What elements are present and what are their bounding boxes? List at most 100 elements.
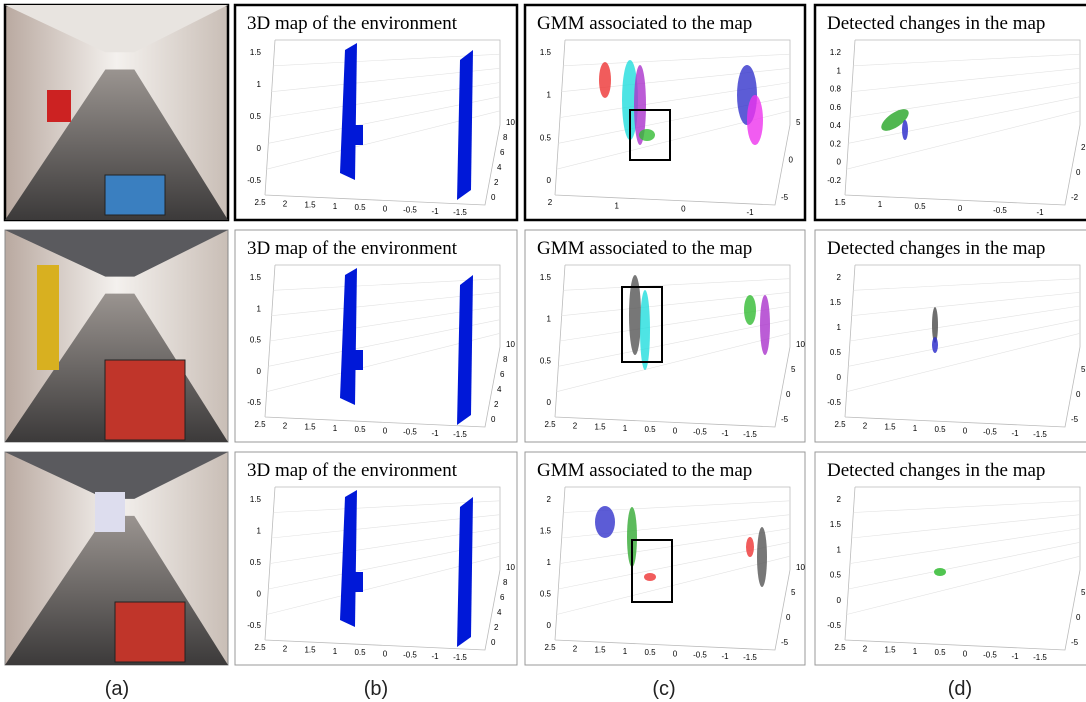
x-tick-label: -1	[431, 652, 439, 661]
gmm-ellipse	[627, 507, 637, 567]
z-tick-label: 1.2	[830, 48, 842, 57]
x-tick-label: -0.5	[693, 651, 707, 660]
y-tick-label: 2	[494, 400, 499, 409]
z-tick-label: 0	[837, 373, 842, 382]
z-tick-label: 0.6	[830, 103, 842, 112]
point-cloud	[340, 43, 357, 180]
panel-title: GMM associated to the map	[537, 13, 752, 34]
x-tick-label: -1	[1011, 429, 1019, 438]
z-tick-label: 0.5	[250, 558, 262, 567]
box-grid	[846, 110, 1081, 170]
z-tick-label: 1	[547, 91, 552, 100]
z-tick-label: 0.5	[540, 133, 552, 142]
gmm-ellipse	[757, 527, 767, 587]
panel-frame	[233, 3, 519, 222]
photo-robot	[104, 174, 166, 216]
y-tick-label: 2	[494, 178, 499, 187]
x-tick-label: -1	[721, 429, 729, 438]
y-tick-label: 0	[1076, 390, 1081, 399]
highlight-box	[629, 109, 671, 161]
x-tick-label: 2.5	[254, 198, 266, 207]
box-grid	[273, 53, 501, 67]
y-tick-label: -5	[781, 638, 789, 647]
x-tick-label: 0.5	[934, 425, 946, 434]
x-tick-label: 2.5	[254, 643, 266, 652]
z-tick-label: 0	[257, 367, 262, 376]
z-tick-label: 0.5	[830, 348, 842, 357]
panel-frame	[523, 3, 807, 222]
box-grid	[851, 68, 1081, 92]
panel-title: 3D map of the environment	[247, 460, 458, 481]
z-tick-label: 0.5	[250, 112, 262, 121]
y-tick-label: 2	[494, 623, 499, 632]
x-tick-label: 0	[673, 649, 678, 658]
photo-ceiling	[5, 230, 228, 277]
photo-floor	[5, 69, 228, 220]
y-tick-label: 0	[786, 390, 791, 399]
gmm-ellipse	[644, 573, 656, 581]
z-tick-label: 0.8	[830, 85, 842, 94]
plot-panel: GMM associated to the map 0 0.5 1 1.5 2 2.5 2 1.…	[524, 451, 806, 666]
z-tick-label: 0.5	[540, 590, 552, 599]
x-tick-label: 2	[283, 644, 288, 653]
caption: (a)	[105, 678, 129, 700]
gmm-ellipse	[760, 295, 770, 355]
y-tick-label: 5	[796, 118, 801, 127]
panel-title: Detected changes in the map	[827, 238, 1045, 259]
x-tick-label: 2	[863, 421, 868, 430]
panel-title: Detected changes in the map	[827, 13, 1045, 34]
point-cloud	[340, 268, 357, 405]
box-grid	[853, 278, 1081, 291]
x-tick-label: 0	[383, 426, 388, 435]
gmm-ellipse	[634, 65, 646, 145]
box-grid	[563, 53, 791, 67]
caption: (b)	[364, 678, 388, 700]
x-tick-label: 1	[913, 424, 918, 433]
photo-ceiling	[5, 452, 228, 499]
box-grid	[848, 319, 1081, 367]
z-tick-label: 1	[837, 323, 842, 332]
y-tick-label: 0	[789, 156, 794, 165]
y-tick-label: 5	[1081, 365, 1086, 374]
x-tick-label: 2.5	[254, 420, 266, 429]
x-tick-label: -1.5	[453, 653, 467, 662]
panel-frame	[813, 3, 1086, 222]
change-ellipse	[932, 307, 938, 343]
x-tick-label: -1.5	[743, 653, 757, 662]
x-tick-label: 0.5	[644, 648, 656, 657]
highlight-box	[621, 286, 663, 363]
x-tick-label: 1.5	[304, 423, 316, 432]
y-tick-label: 6	[500, 370, 505, 379]
photo-person	[37, 265, 59, 370]
y-tick-label: 10	[506, 118, 515, 127]
y-tick-label: 5	[1081, 588, 1086, 597]
plot-panel: GMM associated to the map 0 0.5 1 1.5 2 1 0 -1 -5…	[523, 3, 807, 222]
y-tick-label: 5	[791, 365, 796, 374]
z-tick-label: 1.5	[540, 527, 552, 536]
panel-title: GMM associated to the map	[537, 238, 752, 259]
box-grid	[559, 528, 791, 564]
point-cloud	[355, 125, 363, 145]
y-tick-label: -5	[781, 193, 789, 202]
z-tick-label: 2	[547, 495, 552, 504]
z-tick-label: 1.5	[250, 48, 262, 57]
z-tick-label: 0.5	[830, 571, 842, 580]
point-cloud	[457, 275, 473, 425]
x-tick-label: 0.5	[914, 202, 926, 211]
box-grid	[851, 292, 1081, 316]
x-tick-label: -0.5	[403, 651, 417, 660]
x-tick-label: -1.5	[453, 208, 467, 217]
z-tick-label: 2	[837, 495, 842, 504]
x-tick-label: -1	[1036, 208, 1044, 217]
panel-title: Detected changes in the map	[827, 460, 1045, 481]
z-tick-label: -0.5	[247, 176, 261, 185]
box-grid	[851, 514, 1081, 539]
x-tick-label: 1	[614, 201, 619, 210]
gmm-ellipse	[747, 95, 763, 145]
x-tick-label: -1	[431, 207, 439, 216]
x-tick-label: 2.5	[834, 643, 846, 652]
photo-bin	[47, 90, 71, 122]
z-tick-label: 1	[837, 66, 842, 75]
box-grid	[848, 96, 1081, 144]
change-ellipse	[902, 120, 908, 140]
